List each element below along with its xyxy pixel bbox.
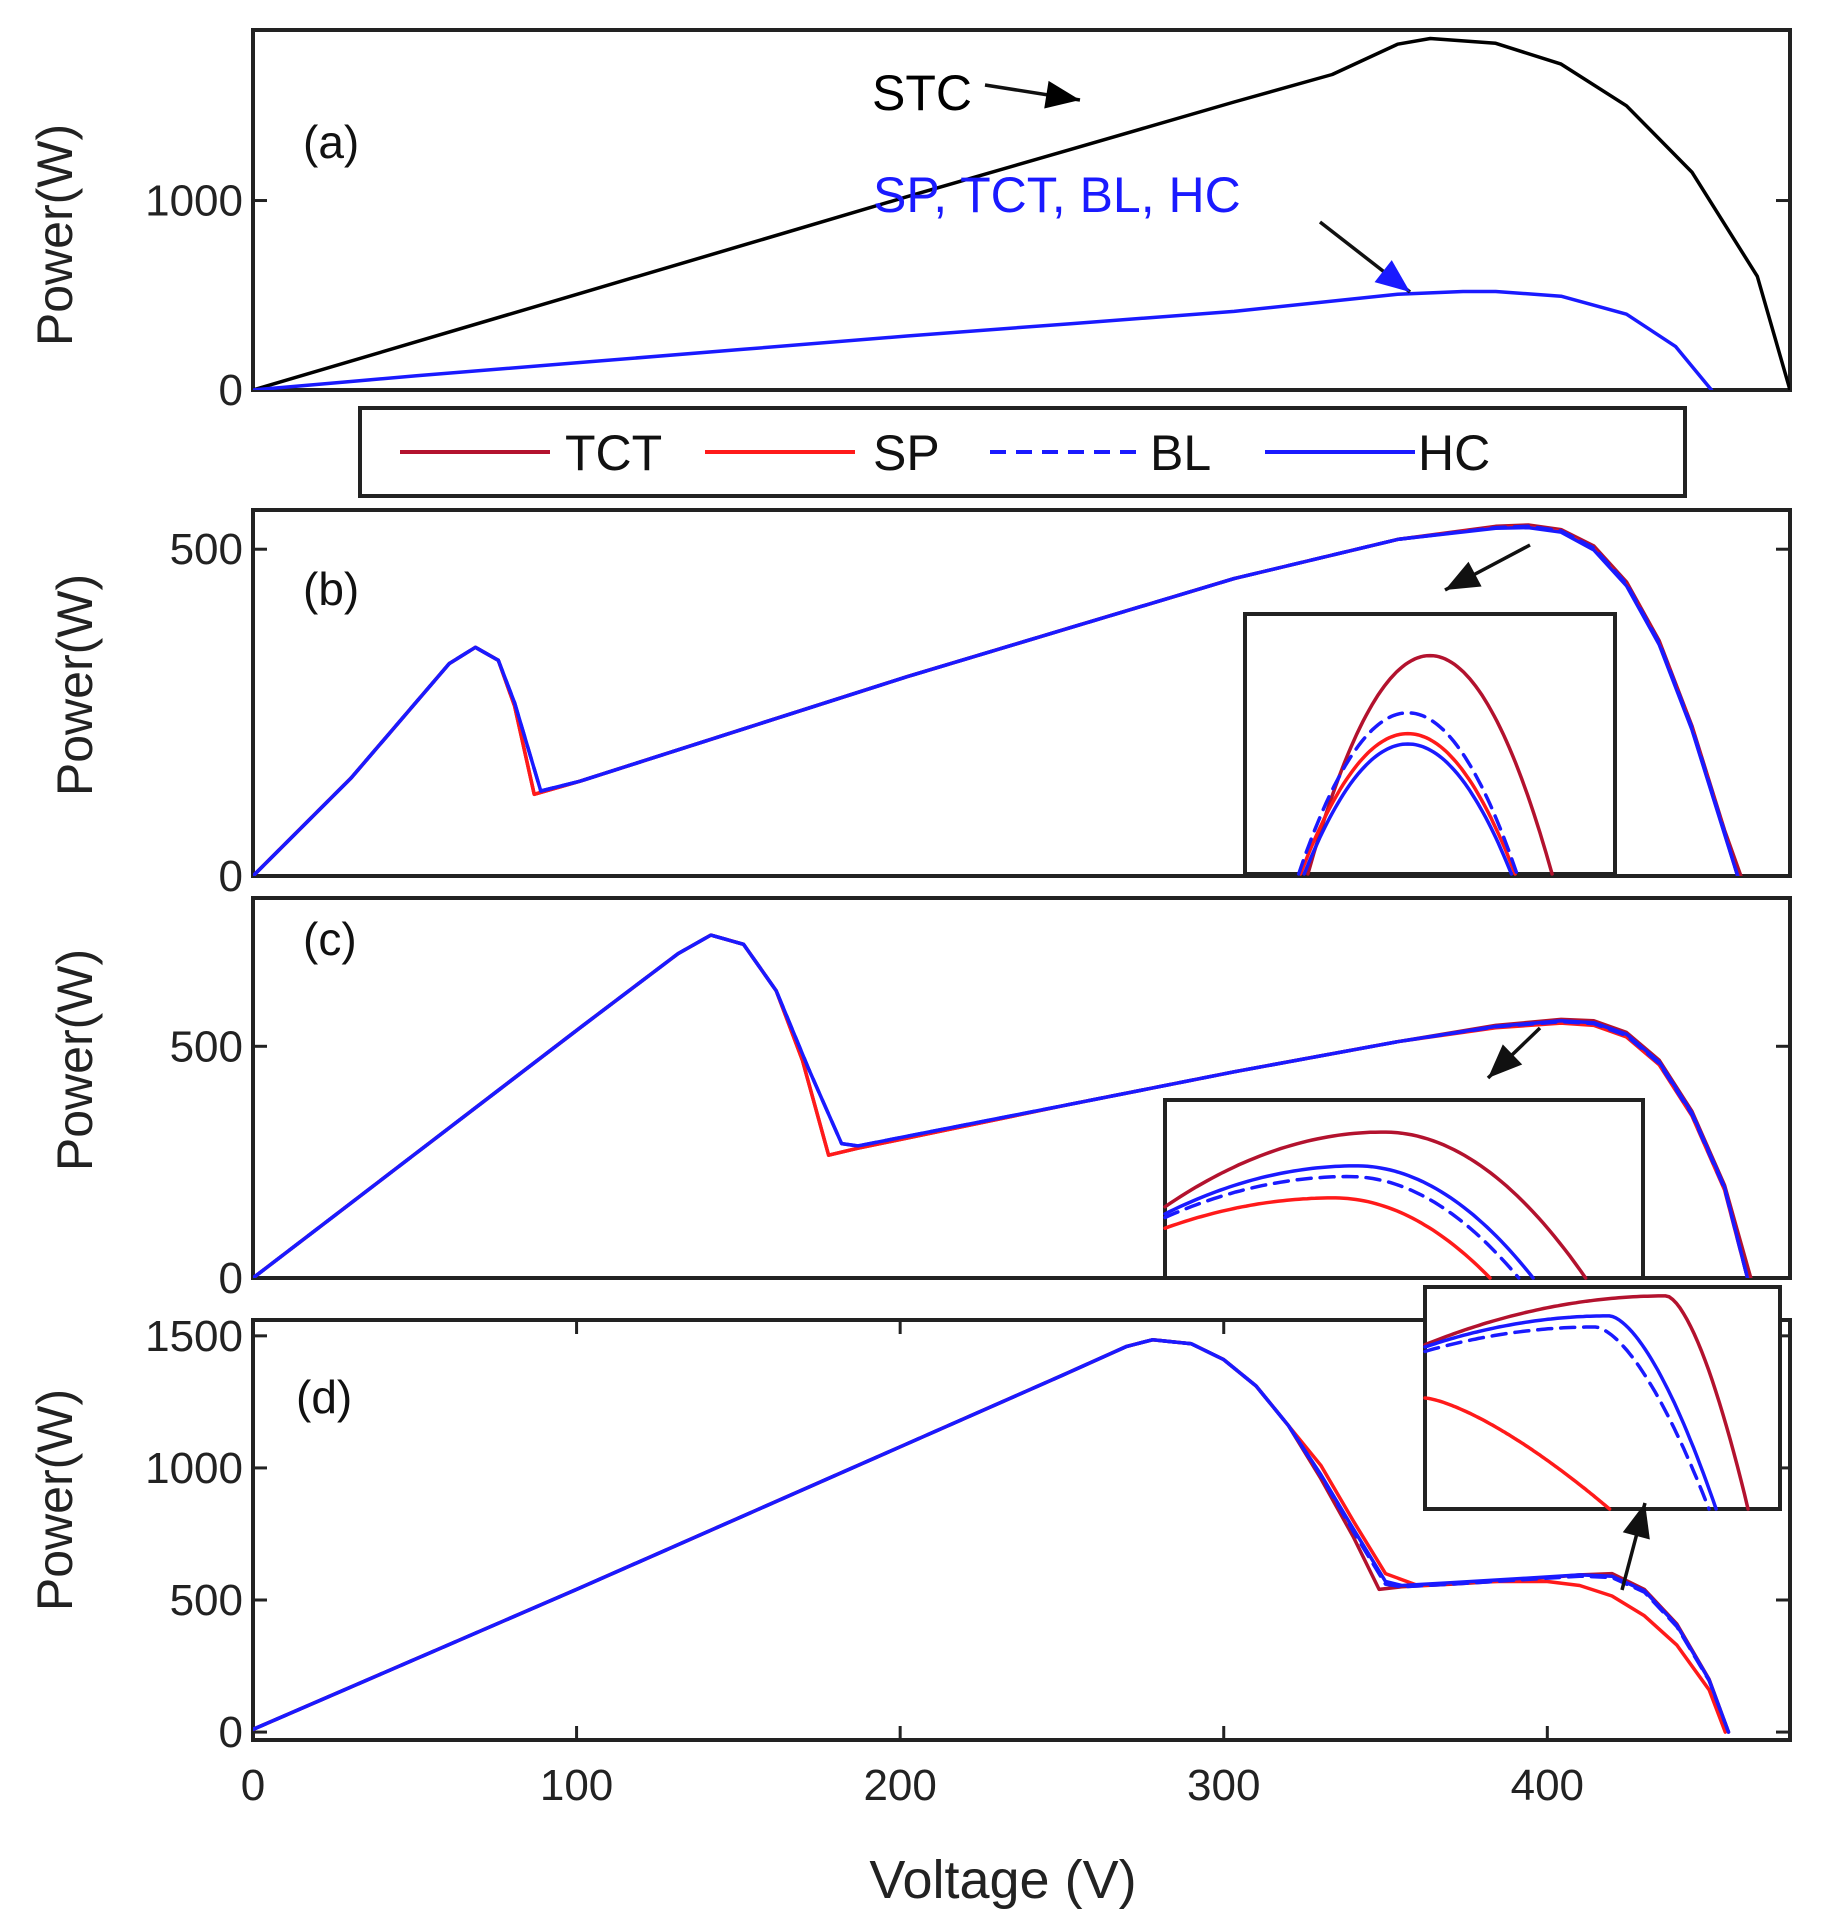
panel-b-arrow (1444, 543, 1531, 592)
inset-series-b-sp (1298, 731, 1517, 876)
ytick-label-c-1: 500 (170, 1022, 243, 1071)
ytick-label-d-2: 1000 (145, 1444, 243, 1493)
inset-frame-d (1423, 1285, 1782, 1511)
legend-label-bl: BL (1150, 425, 1211, 481)
legend-label-hc: HC (1418, 425, 1490, 481)
inset-frame-c (1163, 1098, 1645, 1280)
inset-series-d-hc (1423, 1314, 1718, 1511)
ytick-label-d-1: 500 (170, 1576, 243, 1625)
inset-frame-b (1243, 612, 1617, 876)
ylabel-d: Power(W) (27, 1389, 83, 1611)
series-b-hc (253, 525, 1740, 876)
panel-c-arrow (1486, 1026, 1542, 1080)
plot-frame-b (251, 508, 1792, 878)
stc-arrow (984, 80, 1081, 109)
panel-label-a: (a) (303, 116, 359, 168)
ytick-label-b-0: 0 (219, 852, 243, 901)
blue-annot-arrow (1318, 220, 1412, 294)
ytick-label-b-1: 500 (170, 525, 243, 574)
stc-annotation: STC (872, 65, 972, 121)
inset-series-c-bl (1163, 1174, 1521, 1280)
ytick-label-a-0: 0 (219, 366, 243, 415)
xtick-label-4: 400 (1511, 1761, 1584, 1810)
legend: TCT SP BL HC (358, 406, 1687, 498)
inset-series-d-tct (1423, 1294, 1750, 1511)
ylabel-b: Power(W) (47, 574, 103, 796)
ytick-label-c-0: 0 (219, 1254, 243, 1303)
panel-label-c: (c) (303, 913, 357, 965)
legend-label-tct: TCT (565, 425, 662, 481)
inset-series-c-tct (1163, 1130, 1588, 1280)
xlabel: Voltage (V) (869, 1850, 1136, 1910)
inset-series-d-sp (1423, 1396, 1612, 1511)
ylabel-c: Power(W) (47, 949, 103, 1171)
xtick-label-2: 200 (863, 1761, 936, 1810)
plot-frame-a (251, 28, 1792, 392)
xtick-label-3: 300 (1187, 1761, 1260, 1810)
series-a-stc (253, 36, 1790, 390)
inset-series-b-bl (1296, 711, 1519, 876)
inset-series-b-hc (1302, 742, 1514, 876)
inset-series-c-hc (1163, 1164, 1535, 1280)
inset-series-d-bl (1423, 1325, 1711, 1511)
ytick-label-d-3: 1500 (145, 1312, 243, 1361)
plot-frame-c (251, 896, 1792, 1280)
series-c-hc (253, 933, 1750, 1278)
panel-label-d: (d) (296, 1371, 352, 1423)
xtick-label-1: 100 (540, 1761, 613, 1810)
legend-label-sp: SP (873, 425, 940, 481)
ylabel-a: Power(W) (27, 124, 83, 346)
series-d-hc (253, 1338, 1731, 1734)
series-a-sp-tct-bl-hc (253, 289, 1714, 390)
panel-d-arrow (1620, 1502, 1650, 1591)
xtick-label-0: 0 (241, 1761, 265, 1810)
inset-series-b-tct (1306, 653, 1554, 876)
panel-label-b: (b) (303, 563, 359, 615)
plot-frame-d (251, 1318, 1792, 1742)
inset-series-c-sp (1163, 1196, 1492, 1280)
sp-tct-bl-hc-annotation: SP, TCT, BL, HC (873, 167, 1241, 223)
ytick-label-d-0: 0 (219, 1708, 243, 1757)
ytick-label-a-1: 1000 (145, 177, 243, 226)
